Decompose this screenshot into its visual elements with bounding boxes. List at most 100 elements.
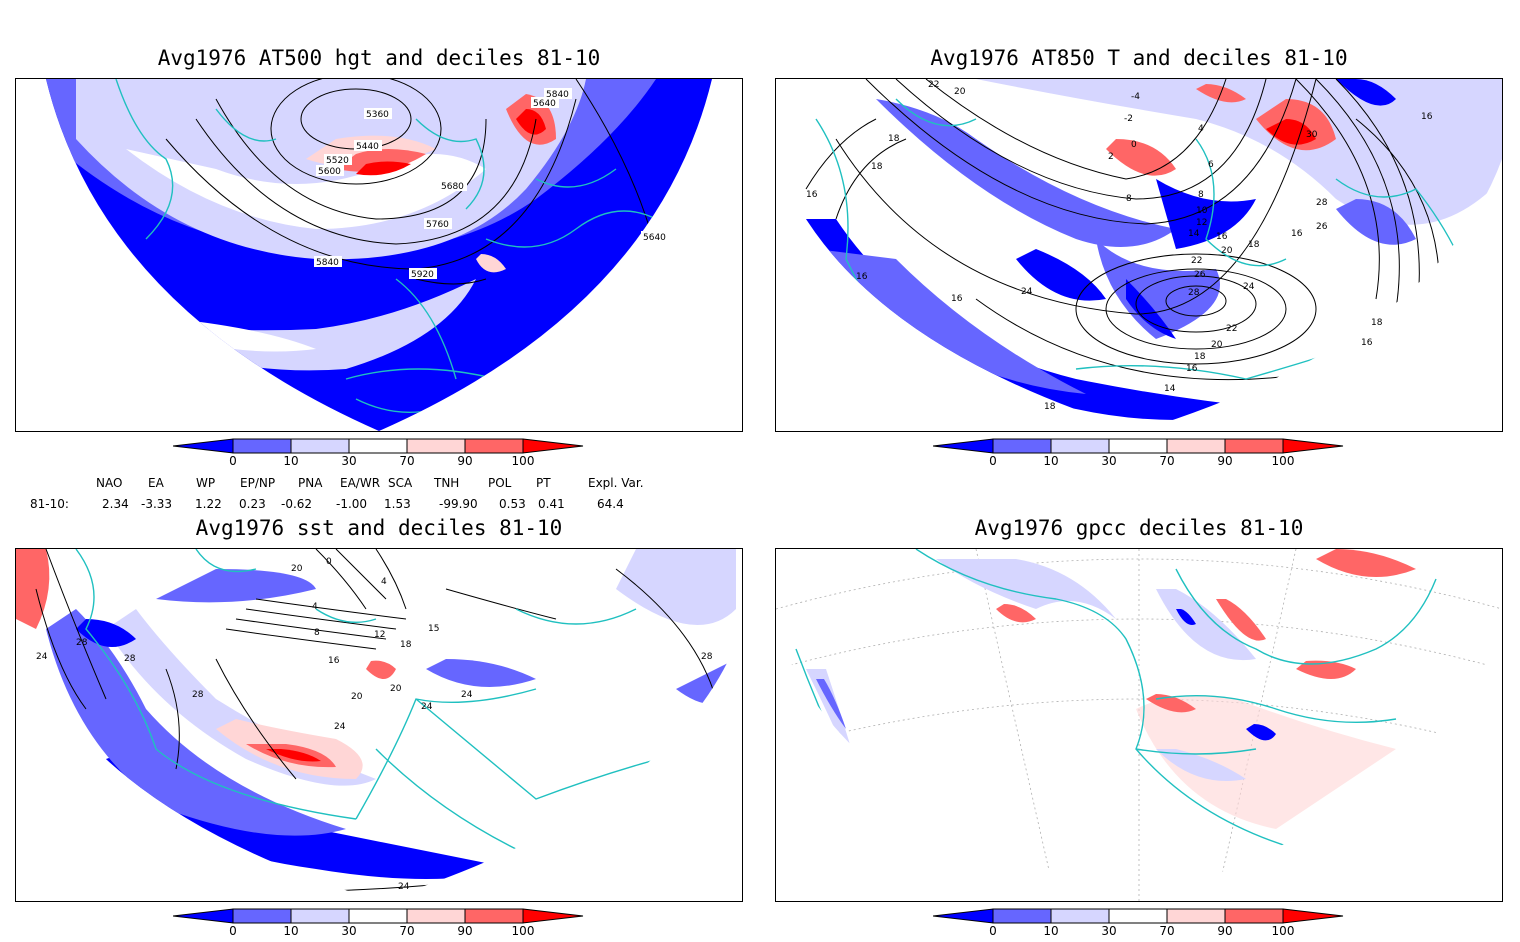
index-value: -1.00 [336, 497, 368, 511]
colorbar-segment [992, 438, 1052, 454]
colorbar-segment [1166, 908, 1226, 924]
svg-text:24: 24 [461, 690, 473, 700]
svg-text:8: 8 [314, 628, 320, 638]
colorbar-tick-label: 100 [511, 454, 535, 468]
svg-text:16: 16 [806, 190, 818, 200]
svg-text:22: 22 [1191, 256, 1202, 266]
svg-text:16: 16 [1361, 338, 1373, 348]
svg-text:20: 20 [954, 87, 966, 97]
contour-labels-t850: 22 20 -4 -2 0 2 4 18 18 16 8 6 8 10 12 1… [806, 80, 1433, 412]
svg-text:5760: 5760 [426, 220, 449, 230]
colorbar-segment [406, 438, 466, 454]
index-value: 0.23 [239, 497, 266, 511]
svg-text:0: 0 [326, 557, 332, 567]
svg-text:28: 28 [1316, 198, 1328, 208]
colorbar-segment [1282, 438, 1344, 454]
colorbar-segment [406, 908, 466, 924]
svg-text:5920: 5920 [411, 270, 434, 280]
svg-text:12: 12 [374, 630, 385, 640]
svg-text:22: 22 [1226, 324, 1237, 334]
index-header: PT [536, 476, 551, 490]
svg-text:18: 18 [1044, 402, 1056, 412]
svg-text:5640: 5640 [643, 233, 666, 243]
colorbar-tick-label: 70 [399, 924, 415, 938]
svg-text:24: 24 [334, 722, 346, 732]
colorbar-segment [1108, 908, 1168, 924]
index-value: -0.62 [281, 497, 313, 511]
colorbar-segment [932, 438, 994, 454]
colorbar-segment [290, 908, 350, 924]
svg-text:4: 4 [312, 602, 318, 612]
map-t850: 22 20 -4 -2 0 2 4 18 18 16 8 6 8 10 12 1… [775, 78, 1503, 432]
svg-text:20: 20 [390, 684, 402, 694]
svg-text:18: 18 [400, 640, 412, 650]
map-gpcc [775, 548, 1503, 902]
colorbar-segment [522, 438, 584, 454]
panel-title-gpcc: Avg1976 gpcc deciles 81-10 [974, 516, 1304, 540]
colorbar-tick-label: 30 [1101, 454, 1117, 468]
index-value: 64.4 [597, 497, 624, 511]
svg-text:8: 8 [1198, 190, 1204, 200]
svg-text:12: 12 [1196, 218, 1207, 228]
svg-text:10: 10 [1196, 206, 1208, 216]
colorbar-tick-label: 10 [283, 454, 299, 468]
svg-text:5440: 5440 [356, 142, 379, 152]
colorbar-sst: 0 10 30 70 90 100 [172, 908, 593, 942]
colorbar-segment [1224, 908, 1284, 924]
index-header: EA [148, 476, 164, 490]
svg-text:8: 8 [1126, 194, 1132, 204]
svg-text:-4: -4 [1131, 92, 1140, 102]
svg-text:24: 24 [1021, 287, 1033, 297]
panel-title-sst: Avg1976 sst and deciles 81-10 [195, 516, 563, 540]
svg-text:18: 18 [1248, 240, 1260, 250]
index-header: Expl. Var. [588, 476, 644, 490]
svg-text:28: 28 [76, 638, 88, 648]
colorbar-segment [232, 438, 292, 454]
index-value: -3.33 [141, 497, 173, 511]
svg-text:20: 20 [351, 692, 363, 702]
colorbar-segment [290, 438, 350, 454]
colorbar-tick-label: 90 [457, 924, 473, 938]
index-value: 1.53 [384, 497, 411, 511]
colorbar-segment [1050, 908, 1110, 924]
svg-text:18: 18 [1194, 352, 1206, 362]
index-header: WP [196, 476, 216, 490]
svg-text:18: 18 [888, 134, 900, 144]
colorbar-tick-label: 0 [989, 924, 997, 938]
svg-text:5640: 5640 [533, 99, 556, 109]
svg-text:4: 4 [1198, 124, 1204, 134]
colorbar-segment [1050, 438, 1110, 454]
colorbar-segment [348, 908, 408, 924]
svg-text:2: 2 [1108, 152, 1114, 162]
colorbar-segment [1282, 908, 1344, 924]
colorbar-tick-label: 100 [511, 924, 535, 938]
contour-labels-hgt500: 5360 5440 5520 5600 5840 5640 5680 5760 … [314, 88, 669, 280]
panel-title-t850: Avg1976 AT850 T and deciles 81-10 [930, 46, 1348, 70]
index-header: NAO [96, 476, 123, 490]
colorbar-tick-label: 30 [1101, 924, 1117, 938]
svg-text:4: 4 [381, 577, 387, 587]
svg-text:16: 16 [1186, 364, 1198, 374]
svg-text:5680: 5680 [441, 182, 464, 192]
svg-text:24: 24 [1243, 282, 1255, 292]
colorbar-tick-label: 0 [989, 454, 997, 468]
svg-text:30: 30 [1306, 130, 1318, 140]
colorbar-t850: 0 10 30 70 90 100 [932, 438, 1353, 472]
svg-text:28: 28 [124, 654, 136, 664]
svg-text:5840: 5840 [316, 258, 339, 268]
index-header: PNA [298, 476, 323, 490]
svg-text:28: 28 [1188, 288, 1200, 298]
svg-text:18: 18 [1371, 318, 1383, 328]
svg-text:22: 22 [928, 80, 939, 90]
colorbar-tick-label: 10 [283, 924, 299, 938]
index-value: 1.22 [195, 497, 222, 511]
index-value: 0.41 [538, 497, 565, 511]
svg-text:16: 16 [1291, 229, 1303, 239]
index-value: 0.53 [499, 497, 526, 511]
colorbar-tick-label: 90 [1217, 924, 1233, 938]
colorbar-segment [992, 908, 1052, 924]
svg-text:18: 18 [871, 162, 883, 172]
colorbar-tick-label: 10 [1043, 454, 1059, 468]
svg-text:-2: -2 [1124, 114, 1133, 124]
colorbar-segment [522, 908, 584, 924]
